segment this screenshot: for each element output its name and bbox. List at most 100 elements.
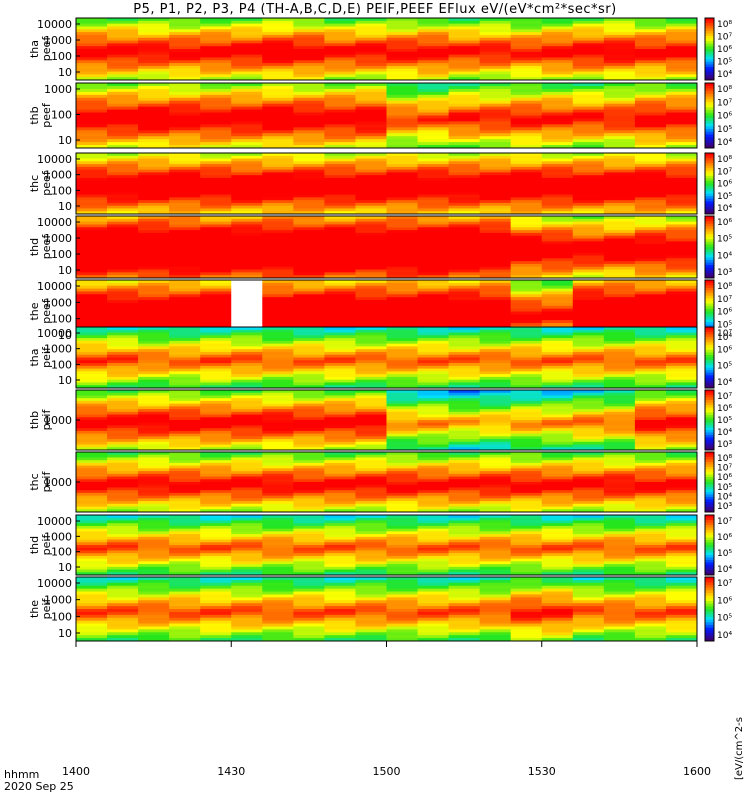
- spectrogram-cell: [386, 40, 419, 44]
- spectrogram-cell: [231, 216, 263, 220]
- spectrogram-cell: [231, 635, 263, 639]
- spectrogram-cell: [138, 365, 170, 370]
- colorbar-segment: [705, 459, 714, 463]
- spectrogram-cell: [603, 606, 636, 610]
- spectrogram-cell: [665, 280, 698, 284]
- colorbar-tick-label: 10⁵: [717, 362, 732, 372]
- spectrogram-cell: [665, 294, 698, 298]
- spectrogram-cell: [448, 232, 481, 237]
- spectrogram-cell: [572, 280, 605, 284]
- spectrogram-cell: [603, 71, 636, 75]
- spectrogram-cell: [107, 218, 139, 223]
- spectrogram-cell: [324, 555, 356, 560]
- spectrogram-cell: [293, 591, 325, 595]
- spectrogram-cell: [231, 566, 263, 571]
- spectrogram-cell: [572, 390, 605, 394]
- spectrogram-cell: [386, 623, 419, 627]
- spectrogram-cell: [510, 282, 543, 287]
- spectrogram-cell: [231, 158, 263, 162]
- spectrogram-cell: [510, 40, 543, 44]
- spectrogram-cell: [448, 626, 481, 630]
- spectrogram-cell: [479, 591, 512, 595]
- spectrogram-cell: [262, 175, 294, 179]
- spectrogram-cell: [107, 88, 139, 93]
- spectrogram-cell: [448, 390, 481, 394]
- spectrogram-cell: [107, 258, 139, 262]
- spectrogram-cell: [448, 457, 481, 461]
- spectrogram-cell: [603, 308, 636, 312]
- spectrogram-cell: [603, 385, 636, 389]
- spectrogram-cell: [138, 106, 170, 111]
- spectrogram-cell: [324, 354, 356, 358]
- spectrogram-cell: [76, 158, 108, 162]
- spectrogram-cell: [479, 65, 512, 70]
- spectrogram-cell: [479, 166, 512, 171]
- spectrogram-cell: [541, 368, 574, 372]
- spectrogram-cell: [448, 282, 481, 287]
- colorbar-segment: [705, 472, 714, 475]
- spectrogram-cell: [355, 351, 387, 356]
- spectrogram-cell: [448, 332, 481, 336]
- spectrogram-cell: [293, 382, 325, 386]
- spectrogram-cell: [448, 77, 481, 81]
- spectrogram-cell: [665, 363, 698, 367]
- spectrogram-cell: [107, 63, 139, 67]
- colorbar-segment: [705, 28, 714, 32]
- spectrogram-cell: [200, 46, 232, 50]
- colorbar-segment: [705, 565, 714, 568]
- spectrogram-cell: [634, 436, 667, 440]
- spectrogram-cell: [541, 534, 574, 538]
- spectrogram-cell: [541, 109, 574, 114]
- spectrogram-cell: [324, 509, 356, 513]
- spectrogram-cell: [231, 57, 263, 61]
- spectrogram-cell: [107, 462, 139, 467]
- spectrogram-cell: [138, 338, 170, 342]
- spectrogram-cell: [386, 121, 419, 125]
- spectrogram-cell: [231, 550, 263, 554]
- spectrogram-cell: [448, 376, 481, 381]
- spectrogram-cell: [107, 422, 139, 426]
- spectrogram-cell: [200, 439, 232, 443]
- spectrogram-cell: [262, 263, 294, 268]
- spectrogram-cell: [324, 65, 356, 70]
- spectrogram-cell: [665, 142, 698, 146]
- spectrogram-cell: [76, 216, 108, 220]
- colorbar-segment: [705, 633, 714, 637]
- spectrogram-cell: [200, 74, 232, 78]
- spectrogram-cell: [262, 235, 294, 240]
- spectrogram-cell: [479, 588, 512, 593]
- spectrogram-cell: [541, 349, 574, 353]
- spectrogram-cell: [634, 94, 667, 99]
- spectrogram-cell: [510, 100, 543, 105]
- spectrogram-cell: [324, 172, 356, 176]
- spectrogram-cell: [76, 153, 108, 157]
- spectrogram-cell: [324, 227, 356, 231]
- spectrogram-cell: [293, 106, 325, 111]
- spectrogram-cell: [76, 539, 108, 543]
- spectrogram-cell: [200, 392, 232, 396]
- spectrogram-cell: [107, 452, 139, 456]
- spectrogram-cell: [417, 452, 450, 456]
- spectrogram-cell: [293, 227, 325, 231]
- spectrogram-cell: [386, 531, 419, 535]
- spectrogram-cell: [603, 498, 636, 502]
- spectrogram-cell: [448, 473, 481, 478]
- spectrogram-cell: [355, 482, 387, 486]
- spectrogram-cell: [169, 23, 201, 27]
- panel-ylabel: thb peif: [28, 409, 53, 431]
- spectrogram-cell: [448, 531, 481, 535]
- spectrogram-cell: [231, 436, 263, 440]
- spectrogram-cell: [386, 346, 419, 350]
- spectrogram-cell: [572, 588, 605, 593]
- spectrogram-cell: [355, 414, 387, 418]
- spectrogram-cell: [200, 609, 232, 613]
- spectrogram-cell: [510, 200, 543, 204]
- spectrogram-cell: [231, 603, 263, 607]
- spectrogram-cell: [510, 638, 543, 642]
- spectrogram-cell: [479, 354, 512, 358]
- spectrogram-cell: [262, 509, 294, 513]
- spectrogram-cell: [417, 542, 450, 546]
- spectrogram-cell: [448, 392, 481, 396]
- spectrogram-cell: [355, 398, 387, 402]
- spectrogram-cell: [169, 523, 201, 527]
